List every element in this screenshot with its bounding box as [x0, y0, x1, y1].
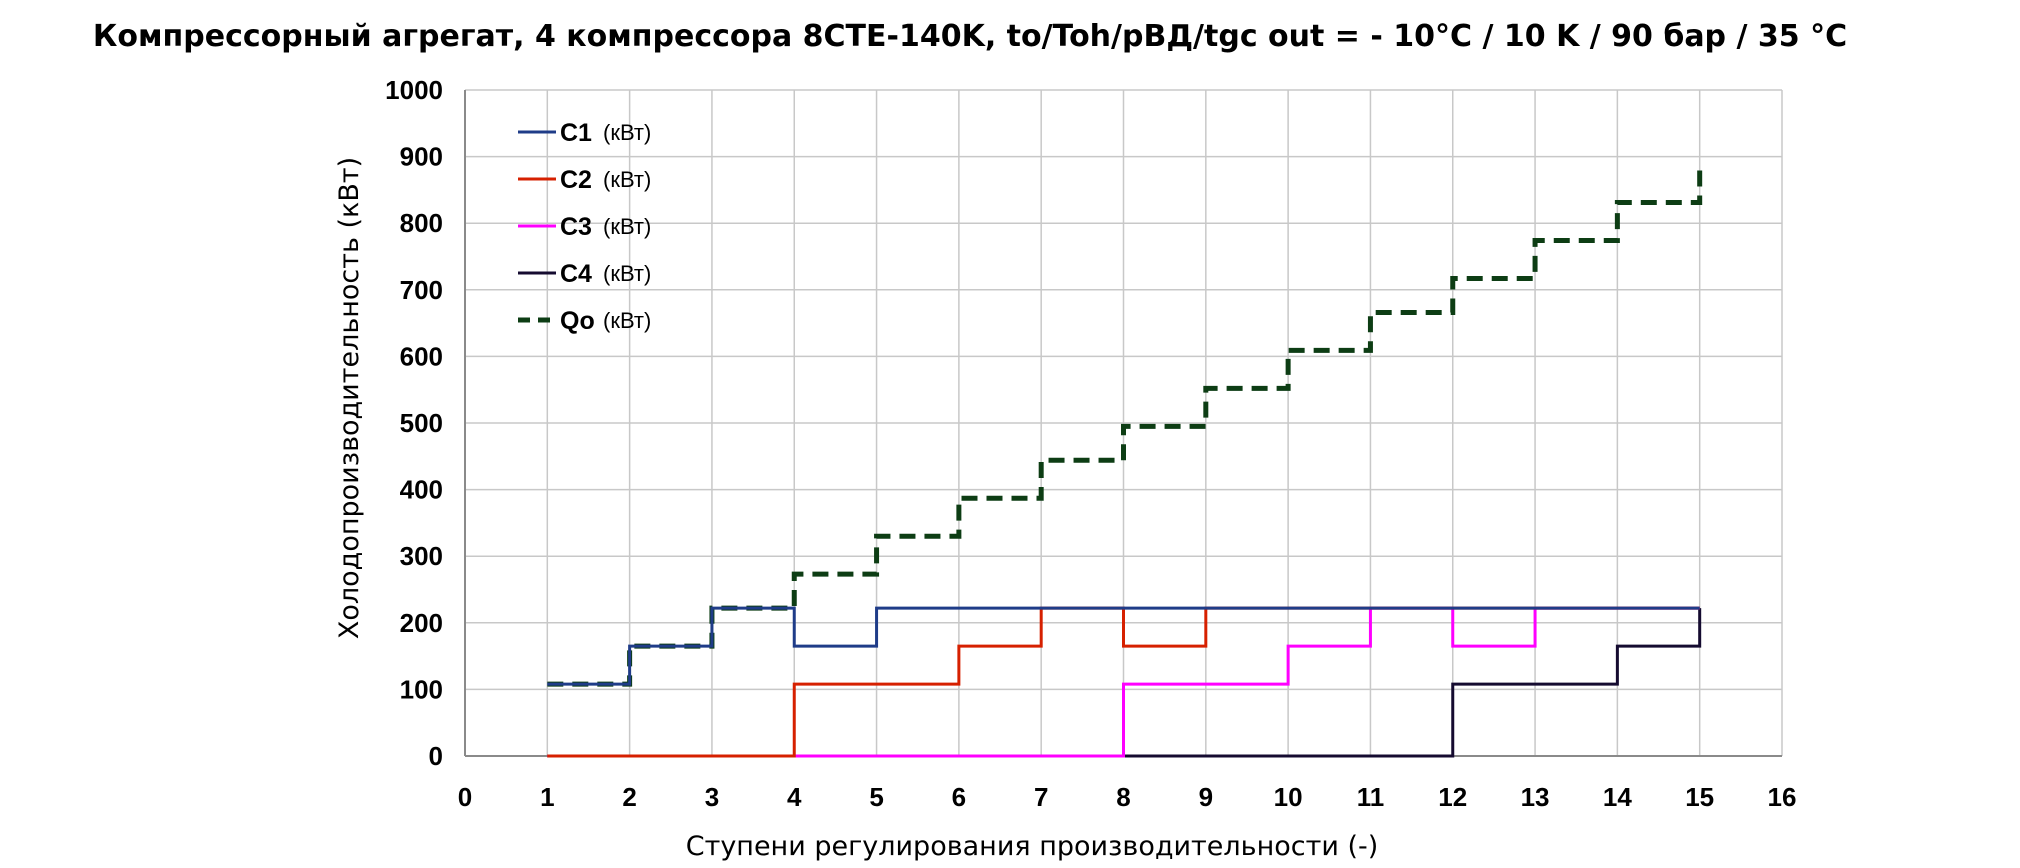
x-tick-label: 15 — [1685, 782, 1714, 812]
x-tick-label: 0 — [458, 782, 472, 812]
x-tick-label: 4 — [787, 782, 802, 812]
y-tick-label: 900 — [400, 142, 443, 172]
legend-unit-c1: (кВт) — [603, 120, 651, 145]
series-line-c1 — [547, 606, 1700, 686]
legend-unit-c3: (кВт) — [603, 214, 651, 239]
x-tick-label: 11 — [1357, 782, 1385, 812]
x-tick-label: 16 — [1768, 782, 1797, 812]
y-tick-label: 700 — [400, 275, 443, 305]
x-tick-label: 13 — [1521, 782, 1550, 812]
x-tick-label: 2 — [622, 782, 636, 812]
x-tick-label: 5 — [869, 782, 883, 812]
legend-label-c1: C1 — [560, 119, 592, 147]
x-axis: 0 1 2 3 4 5 6 7 8 9 10 11 12 13 14 15 16 — [458, 782, 1797, 812]
legend-unit-qo: (кВт) — [603, 308, 651, 333]
x-tick-label: 9 — [1199, 782, 1213, 812]
y-axis-label: Холодопроизводительность (кВт) — [334, 157, 365, 639]
legend-label-c3: C3 — [560, 213, 592, 241]
legend-unit-c2: (кВт) — [603, 167, 651, 192]
legend-unit-c4: (кВт) — [603, 261, 651, 286]
x-tick-label: 12 — [1438, 782, 1467, 812]
series-line-qo — [547, 164, 1703, 687]
y-axis: 0 100 200 300 400 500 600 700 800 900 1000 — [385, 75, 443, 771]
x-tick-label: 3 — [705, 782, 719, 812]
y-tick-label: 100 — [400, 674, 443, 704]
y-tick-label: 500 — [400, 408, 443, 438]
grid-lines — [464, 89, 1783, 757]
y-tick-label: 800 — [400, 208, 443, 238]
legend-label-c2: C2 — [560, 166, 592, 194]
y-tick-label: 0 — [429, 741, 443, 771]
x-tick-label: 7 — [1034, 782, 1048, 812]
y-tick-label: 1000 — [385, 75, 443, 105]
y-tick-label: 600 — [400, 341, 443, 371]
chart-title: Компрессорный агрегат, 4 компрессора 8CT… — [93, 19, 1847, 54]
legend-label-qo: Qo — [560, 307, 595, 335]
x-tick-label: 1 — [540, 782, 554, 812]
y-tick-label: 200 — [400, 608, 443, 638]
legend: C1 (кВт) C2 (кВт) C3 (кВт) C4 (кВт) Qo (кВт) — [518, 119, 651, 335]
y-tick-label: 300 — [400, 541, 443, 571]
x-tick-label: 8 — [1116, 782, 1130, 812]
legend-label-c4: C4 — [560, 260, 592, 288]
series-line-c3 — [547, 606, 1700, 758]
x-axis-label: Ступени регулирования производительности… — [686, 831, 1379, 862]
x-tick-label: 14 — [1603, 782, 1632, 812]
x-tick-label: 6 — [952, 782, 966, 812]
x-tick-label: 10 — [1274, 782, 1303, 812]
series-lines — [547, 164, 1703, 758]
y-tick-label: 400 — [400, 475, 443, 505]
